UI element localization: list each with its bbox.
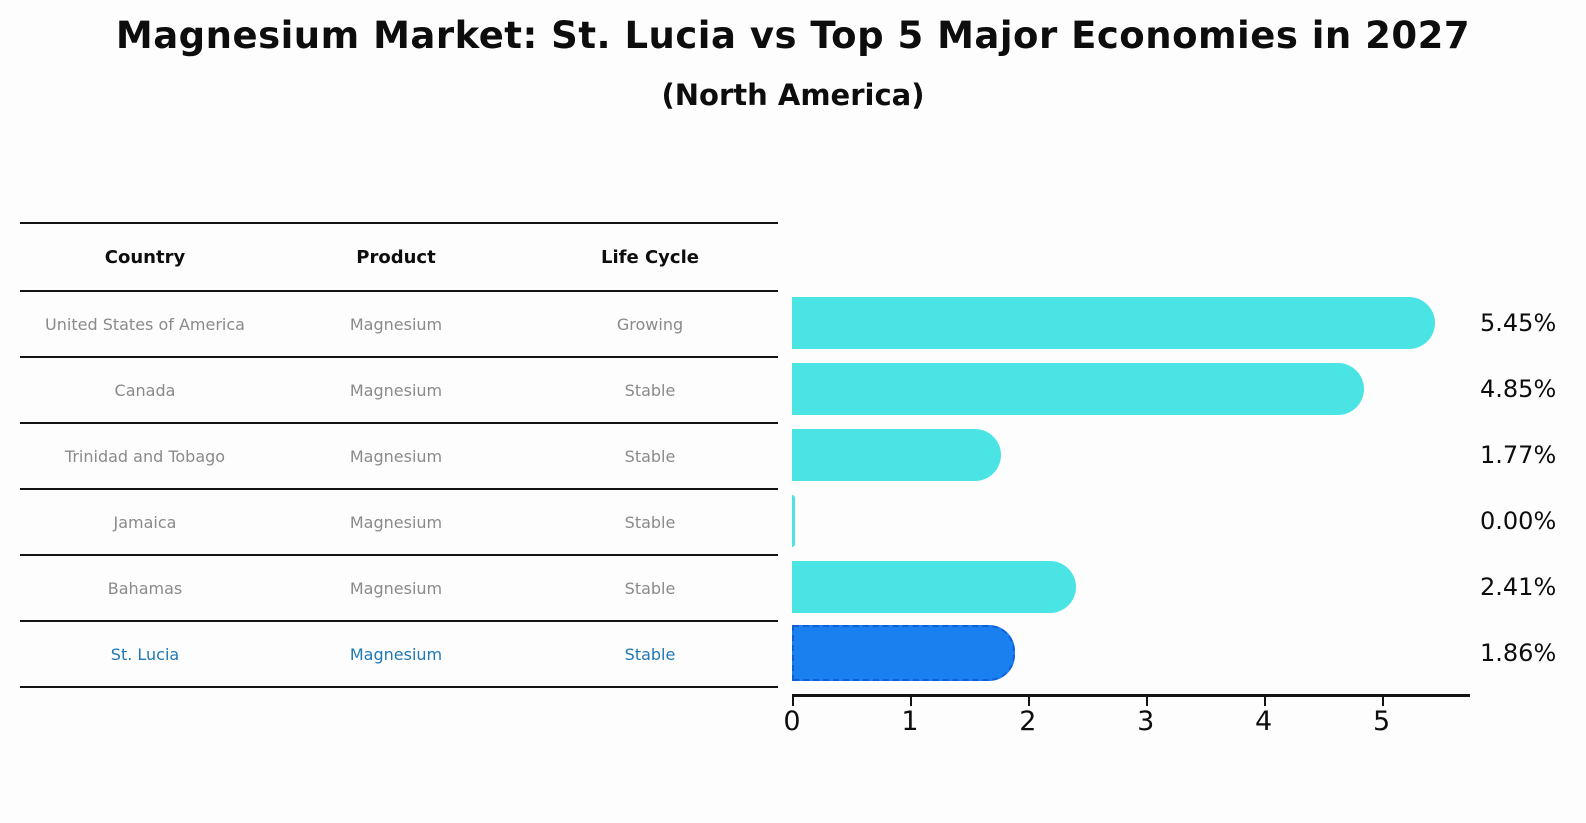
- x-tick-mark: [1381, 697, 1384, 706]
- x-tick-mark: [1145, 697, 1148, 706]
- x-tick-mark: [792, 697, 794, 706]
- column-header-product: Product: [356, 246, 436, 268]
- product-cell: Magnesium: [349, 512, 443, 532]
- x-tick-label: 0: [783, 706, 801, 737]
- life-cycle-cell: Stable: [624, 644, 676, 664]
- x-tick-label: 3: [1137, 706, 1155, 737]
- table-row: Bahamas Magnesium Stable: [20, 556, 778, 622]
- bar-row: 2.41%: [792, 554, 1556, 620]
- table-row: Canada Magnesium Stable: [20, 358, 778, 424]
- bar-trinidad-and-tobago: [792, 429, 1001, 481]
- country-cell: Trinidad and Tobago: [64, 446, 226, 466]
- country-cell: St. Lucia: [110, 644, 180, 664]
- product-cell: Magnesium: [349, 578, 443, 598]
- bar-row: 1.86%: [792, 620, 1556, 686]
- product-cell: Magnesium: [349, 644, 443, 664]
- bar-row: 4.85%: [792, 356, 1556, 422]
- bar-canada: [792, 363, 1364, 415]
- bar-value-label: 2.41%: [1480, 573, 1557, 601]
- x-tick-label: 1: [901, 706, 919, 737]
- x-tick-mark: [1027, 697, 1030, 706]
- country-cell: Jamaica: [113, 512, 177, 532]
- bar-st-lucia: [792, 625, 1016, 681]
- column-header-life-cycle: Life Cycle: [601, 246, 699, 268]
- x-axis-line: [792, 694, 1470, 697]
- bar-united-states: [792, 297, 1435, 349]
- bar-value-label: 4.85%: [1480, 375, 1557, 403]
- bar-value-label: 1.77%: [1480, 441, 1557, 469]
- table-row-st-lucia: St. Lucia Magnesium Stable: [20, 622, 778, 688]
- life-cycle-cell: Stable: [624, 578, 676, 598]
- product-cell: Magnesium: [349, 446, 443, 466]
- life-cycle-cell: Stable: [624, 512, 676, 532]
- product-cell: Magnesium: [349, 314, 443, 334]
- country-table: Country Product Life Cycle United States…: [20, 222, 778, 688]
- table-row: Trinidad and Tobago Magnesium Stable: [20, 424, 778, 490]
- life-cycle-cell: Growing: [616, 314, 684, 334]
- x-tick-label: 2: [1019, 706, 1037, 737]
- life-cycle-cell: Stable: [624, 380, 676, 400]
- country-cell: Bahamas: [107, 578, 183, 598]
- product-cell: Magnesium: [349, 380, 443, 400]
- table-header-row: Country Product Life Cycle: [20, 222, 778, 292]
- bar-value-label: 1.86%: [1480, 639, 1557, 667]
- x-tick-mark: [1263, 697, 1266, 706]
- table-row: United States of America Magnesium Growi…: [20, 292, 778, 358]
- chart-title: Magnesium Market: St. Lucia vs Top 5 Maj…: [115, 14, 1471, 57]
- chart-subtitle: (North America): [661, 78, 925, 112]
- bar-row: 5.45%: [792, 290, 1556, 356]
- bar-value-label: 5.45%: [1480, 309, 1557, 337]
- table-row: Jamaica Magnesium Stable: [20, 490, 778, 556]
- column-header-country: Country: [104, 246, 186, 268]
- life-cycle-cell: Stable: [624, 446, 676, 466]
- bar-value-label: 0.00%: [1480, 507, 1557, 535]
- bar-bahamas: [792, 561, 1077, 613]
- x-tick-label: 4: [1255, 706, 1273, 737]
- bar-row: 0.00%: [792, 488, 1556, 554]
- x-tick-label: 5: [1372, 706, 1391, 737]
- bar-plot: 5.45% 4.85% 1.77% 0.00% 2.41% 1.86%: [792, 290, 1556, 686]
- country-cell: Canada: [114, 380, 176, 400]
- x-tick-mark: [909, 697, 912, 706]
- bar-row: 1.77%: [792, 422, 1556, 488]
- country-cell: United States of America: [45, 314, 245, 334]
- bar-jamaica: [792, 495, 795, 547]
